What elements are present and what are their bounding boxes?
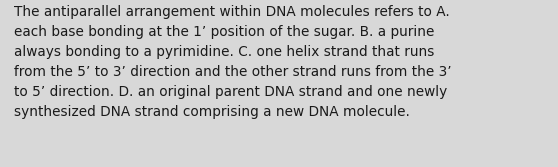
Text: The antiparallel arrangement within DNA molecules refers to A.
each base bonding: The antiparallel arrangement within DNA … [14, 5, 451, 119]
